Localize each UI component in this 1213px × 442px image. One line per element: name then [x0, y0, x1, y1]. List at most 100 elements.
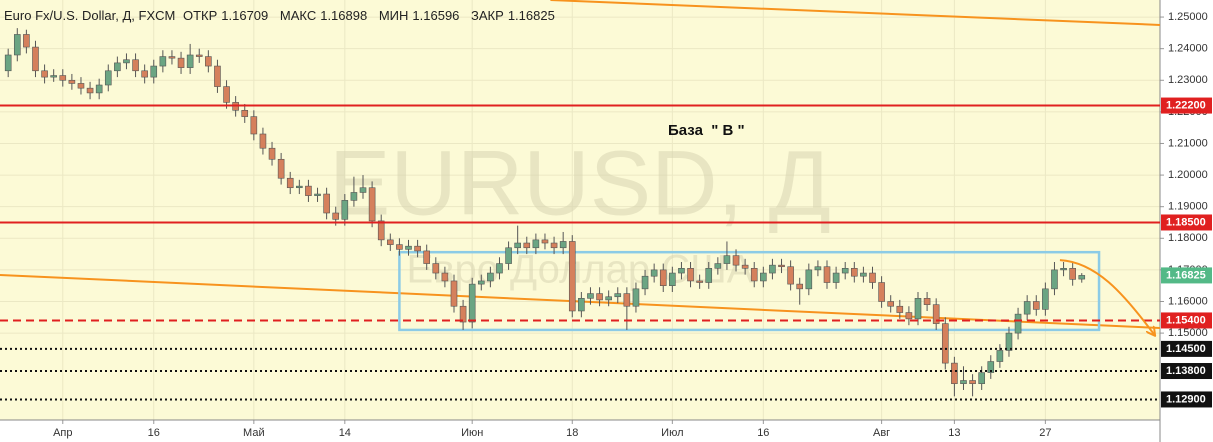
candle-body — [769, 264, 776, 274]
candle-body — [705, 268, 713, 283]
candle-body — [732, 255, 740, 266]
field-label: МАКС — [279, 8, 317, 23]
arrow — [1059, 259, 1155, 335]
candle-body — [623, 293, 631, 307]
candle-body — [241, 109, 249, 117]
candle-body — [296, 185, 303, 189]
level-label-bg — [1161, 97, 1212, 114]
candle-body — [1060, 268, 1067, 271]
candle-body — [350, 192, 358, 201]
candle-body — [205, 56, 212, 67]
price-label: 1.16825 — [1166, 269, 1206, 281]
candle-body — [387, 239, 394, 245]
candle-body — [659, 269, 667, 286]
y-tick-label: 1.21000 — [1168, 137, 1208, 149]
candle-body — [359, 187, 367, 193]
candle-body — [123, 59, 130, 64]
y-tick-label: 1.20000 — [1168, 169, 1208, 181]
candle-body — [805, 269, 813, 290]
candle-body — [68, 79, 76, 84]
candle-body — [368, 187, 376, 222]
candle-body — [678, 268, 685, 274]
field-label: ОТКР — [182, 8, 218, 23]
level-label: 1.13800 — [1166, 365, 1206, 377]
range-box — [398, 250, 1101, 332]
candle-body — [341, 200, 349, 220]
candle-body — [578, 298, 585, 312]
candle-body — [195, 54, 203, 57]
candle-body — [223, 86, 230, 103]
x-tick-label: 14 — [339, 427, 351, 439]
candle-body — [468, 283, 476, 323]
candle-body — [1005, 332, 1013, 351]
x-tick-label: Апр — [53, 427, 72, 439]
candle-body — [523, 242, 531, 249]
candle-body — [41, 70, 48, 78]
candle-body — [951, 362, 958, 384]
x-tick-label: Авг — [873, 427, 890, 439]
level-label: 1.22200 — [1166, 99, 1206, 111]
y-tick-label: 1.16000 — [1168, 295, 1208, 307]
candle-body — [851, 268, 858, 277]
candle-body — [405, 245, 412, 250]
candle-body — [787, 266, 794, 285]
candle-body — [796, 283, 804, 290]
candle-body — [605, 296, 612, 301]
x-tick-label: Май — [243, 427, 265, 439]
candle-body — [1014, 313, 1022, 334]
candle-body — [441, 272, 449, 282]
candle-body — [132, 59, 139, 72]
candle-body — [832, 272, 840, 283]
annotation: База " В " — [668, 122, 745, 139]
candle-body — [969, 380, 976, 384]
candle-body — [177, 57, 185, 68]
field-value: 1.16898 — [320, 8, 368, 23]
candle-body — [614, 293, 622, 298]
candle-body — [323, 193, 330, 214]
x-tick-label: 13 — [948, 427, 960, 439]
candle-body — [77, 83, 85, 89]
watermark-title: EURUSD, Д — [329, 132, 831, 234]
candle-body — [13, 34, 21, 56]
candle-body — [1042, 288, 1049, 310]
candle-body — [1032, 301, 1040, 310]
candle-body — [559, 241, 567, 249]
x-tick-label: Июл — [661, 427, 683, 439]
y-tick-label: 1.25000 — [1168, 11, 1208, 23]
candle-body — [941, 323, 949, 364]
candle-body — [59, 75, 67, 81]
field-value: 1.16596 — [412, 8, 460, 23]
candle-body — [778, 264, 785, 268]
candle-body — [814, 266, 822, 271]
level-label: 1.15400 — [1166, 314, 1206, 326]
candle-body — [259, 133, 267, 149]
candle-body — [905, 312, 913, 320]
candle-body — [4, 54, 12, 72]
level-label: 1.18500 — [1166, 216, 1206, 228]
candle-body — [1069, 268, 1076, 280]
candle-body — [104, 70, 112, 86]
candle-body — [596, 293, 603, 301]
candle-body — [987, 361, 995, 373]
level-label: 1.14500 — [1166, 343, 1206, 355]
candle-body — [277, 158, 285, 179]
candle-body — [1051, 269, 1058, 290]
candle-body — [250, 116, 258, 135]
field-value: 1.16825 — [507, 8, 555, 23]
y-tick-label: 1.15000 — [1168, 327, 1208, 339]
trend-line — [550, 0, 1161, 26]
plot-background — [0, 0, 1160, 420]
candle-body — [696, 280, 703, 283]
candle-body — [114, 62, 121, 72]
candle-body — [823, 266, 831, 283]
candle-body — [477, 280, 485, 285]
x-tick-label: 16 — [148, 427, 160, 439]
candle-body — [396, 244, 403, 250]
symbol: Euro Fx/U.S. Dollar, Д, FXCM — [4, 8, 176, 23]
candle-body — [760, 272, 767, 282]
candle-body — [314, 193, 321, 196]
candle-body — [487, 272, 494, 282]
field-label: ЗАКР — [471, 8, 504, 23]
candle-body — [1023, 301, 1031, 315]
candle-body — [960, 380, 967, 384]
